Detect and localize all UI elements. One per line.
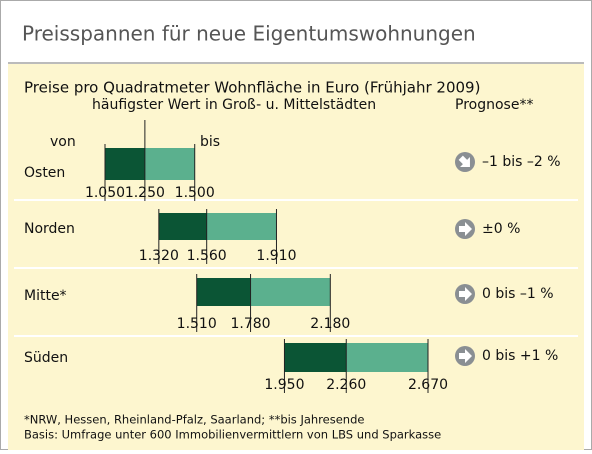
footnote: *NRW, Hessen, Rheinland-Pfalz, Saarland;…: [24, 413, 364, 427]
bar-high: [144, 148, 195, 180]
divider: [8, 62, 584, 64]
prognosis: 0 bis +1 %: [482, 348, 558, 364]
bar-low: [284, 343, 347, 372]
bar-low: [196, 278, 251, 306]
to-label: bis: [200, 134, 220, 150]
bar-high: [250, 278, 331, 306]
category-label: Süden: [24, 350, 68, 366]
prognosis: 0 bis –1 %: [482, 286, 554, 302]
value-label: 1.250: [125, 185, 165, 201]
title: Preisspannen für neue Eigentumswohnungen: [22, 22, 476, 46]
value-label: 2.260: [326, 377, 366, 393]
category-label: Osten: [24, 165, 65, 181]
trend-icon: [455, 346, 475, 366]
value-label: 1.910: [256, 248, 296, 264]
prognosis: –1 bis –2 %: [482, 154, 561, 170]
value-label: 1.780: [231, 316, 271, 332]
trend-icon: [455, 152, 475, 172]
footnote: Basis: Umfrage unter 600 Immobilienvermi…: [24, 428, 441, 442]
value-label: 1.560: [187, 248, 227, 264]
bar-high: [206, 213, 277, 240]
value-label: 2.180: [310, 316, 350, 332]
bar-low: [158, 213, 207, 240]
icon-arrow: [458, 155, 470, 167]
value-label: 2.670: [408, 377, 448, 393]
category-label: Norden: [24, 221, 75, 237]
value-label: 1.320: [139, 248, 179, 264]
from-label: von: [50, 134, 76, 150]
value-label: 1.500: [175, 185, 215, 201]
panel: [8, 62, 584, 450]
bar-high: [346, 343, 428, 372]
value-label: 1.510: [177, 316, 217, 332]
value-label: 1.950: [264, 377, 304, 393]
prognosis: ±0 %: [482, 221, 520, 237]
icon-arrow: [459, 222, 472, 236]
bar-low: [105, 148, 145, 180]
prognosis-label: Prognose**: [455, 97, 533, 113]
icon-arrow: [459, 349, 472, 363]
trend-icon: [455, 284, 475, 304]
category-label: Mitte*: [24, 288, 67, 304]
icon-arrow: [459, 287, 472, 301]
mid-label: häufigster Wert in Groß- u. Mittelstädte…: [92, 97, 376, 113]
trend-icon: [455, 219, 475, 239]
subtitle: Preise pro Quadratmeter Wohnfläche in Eu…: [24, 79, 480, 97]
value-label: 1.050: [85, 185, 125, 201]
